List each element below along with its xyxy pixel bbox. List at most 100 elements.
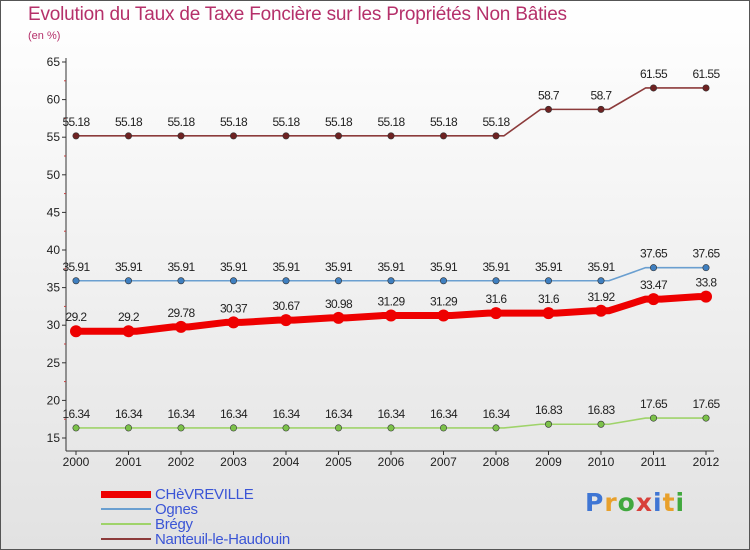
data-point-br-gy xyxy=(492,424,500,432)
data-label-br-gy: 16.34 xyxy=(167,407,195,421)
data-point-br-gy xyxy=(649,414,657,422)
data-label-br-gy: 16.34 xyxy=(430,407,458,421)
data-point-nanteuil-le-haudouin xyxy=(387,132,395,140)
data-point-ch-vreville xyxy=(595,304,607,317)
data-label-ognes: 37.65 xyxy=(640,247,668,261)
data-label-ch-vreville: 33.47 xyxy=(640,278,668,292)
data-point-nanteuil-le-haudouin xyxy=(125,132,133,140)
chart-title: Evolution du Taux de Taxe Foncière sur l… xyxy=(28,4,567,25)
data-point-nanteuil-le-haudouin xyxy=(492,132,500,140)
data-point-br-gy xyxy=(597,420,605,428)
x-tick-label: 2007 xyxy=(430,455,457,469)
data-label-nanteuil-le-haudouin: 61.55 xyxy=(692,67,720,81)
legend-item: Ognes xyxy=(101,500,198,518)
data-label-br-gy: 17.65 xyxy=(692,397,720,411)
x-tick-label: 2002 xyxy=(168,455,195,469)
y-tick-label: 20 xyxy=(47,393,61,407)
data-label-nanteuil-le-haudouin: 58.7 xyxy=(538,88,560,102)
y-tick-label: 45 xyxy=(47,205,61,219)
data-point-br-gy xyxy=(125,424,133,432)
x-tick-label: 2008 xyxy=(483,455,510,469)
data-label-ognes: 35.91 xyxy=(535,260,563,274)
legend-label: Brégy xyxy=(155,515,193,533)
x-tick-label: 2001 xyxy=(115,455,142,469)
x-tick-label: 2004 xyxy=(273,455,300,469)
data-point-nanteuil-le-haudouin xyxy=(282,132,290,140)
data-point-ch-vreville xyxy=(385,309,397,322)
y-tick-label: 15 xyxy=(47,431,61,445)
data-point-nanteuil-le-haudouin xyxy=(597,105,605,113)
y-tick-label: 25 xyxy=(47,356,61,370)
x-tick-label: 2009 xyxy=(535,455,562,469)
data-point-br-gy xyxy=(230,424,238,432)
data-point-br-gy xyxy=(387,424,395,432)
data-label-nanteuil-le-haudouin: 55.18 xyxy=(220,115,248,129)
legend-item: CHèVREVILLE xyxy=(101,486,254,503)
data-label-nanteuil-le-haudouin: 55.18 xyxy=(325,115,353,129)
data-point-br-gy xyxy=(72,424,80,432)
x-tick-label: 2012 xyxy=(693,455,720,469)
data-point-ch-vreville xyxy=(280,314,292,327)
data-point-ognes xyxy=(649,264,657,272)
chart-data-labels: 55.18 55.18 55.18 55.18 55.18 55.18 55.18 55.18… xyxy=(62,67,721,421)
data-label-nanteuil-le-haudouin: 55.18 xyxy=(115,115,143,129)
data-label-br-gy: 16.34 xyxy=(272,407,300,421)
data-point-ognes xyxy=(230,277,238,285)
data-label-ch-vreville: 31.6 xyxy=(486,292,508,306)
data-label-br-gy: 16.34 xyxy=(62,407,90,421)
chart-axes: 15 20 25 30 35 40 45 50 55 60 65 2000 2001 2002 2003 20… xyxy=(47,55,720,469)
data-label-ognes: 35.91 xyxy=(272,260,300,274)
data-label-nanteuil-le-haudouin: 61.55 xyxy=(640,67,668,81)
y-tick-label: 55 xyxy=(47,130,61,144)
data-point-ognes xyxy=(492,277,500,285)
data-point-nanteuil-le-haudouin xyxy=(72,132,80,140)
data-label-ognes: 35.91 xyxy=(430,260,458,274)
data-label-nanteuil-le-haudouin: 55.18 xyxy=(430,115,458,129)
x-tick-label: 2003 xyxy=(220,455,247,469)
data-point-ch-vreville xyxy=(332,311,345,324)
data-point-ognes xyxy=(72,277,80,285)
data-point-br-gy xyxy=(702,414,710,422)
data-point-ognes xyxy=(334,277,342,285)
legend-label: Nanteuil-le-Haudouin xyxy=(155,530,290,548)
data-label-br-gy: 16.34 xyxy=(115,407,143,421)
data-label-br-gy: 16.83 xyxy=(587,403,615,417)
data-point-ognes xyxy=(702,264,710,272)
data-point-br-gy xyxy=(544,420,552,428)
data-point-ch-vreville xyxy=(227,316,240,329)
data-point-br-gy xyxy=(334,424,342,432)
data-label-ch-vreville: 31.92 xyxy=(587,290,615,304)
data-label-ch-vreville: 30.98 xyxy=(325,297,353,311)
legend-item: Nanteuil-le-Haudouin xyxy=(101,530,290,548)
data-point-ognes xyxy=(282,277,290,285)
data-label-ognes: 35.91 xyxy=(325,260,353,274)
data-point-br-gy xyxy=(282,424,290,432)
data-label-nanteuil-le-haudouin: 55.18 xyxy=(482,115,510,129)
legend-label: Ognes xyxy=(155,500,198,518)
y-tick-label: 40 xyxy=(47,243,61,257)
data-point-ch-vreville xyxy=(437,309,450,322)
legend-swatch xyxy=(101,538,151,540)
y-tick-label: 35 xyxy=(47,281,61,295)
data-label-ognes: 35.91 xyxy=(587,260,615,274)
y-tick-label: 50 xyxy=(47,168,61,182)
x-tick-label: 2011 xyxy=(641,455,667,469)
data-label-br-gy: 17.65 xyxy=(640,397,668,411)
data-label-nanteuil-le-haudouin: 55.18 xyxy=(167,115,195,129)
y-axis-unit-label: (en %) xyxy=(28,30,61,42)
data-label-ch-vreville: 29.2 xyxy=(118,310,140,324)
data-label-ch-vreville: 33.8 xyxy=(696,276,718,290)
data-point-ognes xyxy=(544,277,552,285)
data-point-nanteuil-le-haudouin xyxy=(177,132,185,140)
x-tick-label: 2010 xyxy=(588,455,615,469)
data-label-ch-vreville: 29.2 xyxy=(66,310,88,324)
data-label-ognes: 35.91 xyxy=(482,260,510,274)
data-label-ognes: 35.91 xyxy=(377,260,405,274)
data-point-ognes xyxy=(387,277,395,285)
data-point-ognes xyxy=(597,277,605,285)
data-point-ch-vreville xyxy=(542,307,555,320)
x-tick-label: 2005 xyxy=(325,455,352,469)
data-label-ognes: 35.91 xyxy=(167,260,195,274)
